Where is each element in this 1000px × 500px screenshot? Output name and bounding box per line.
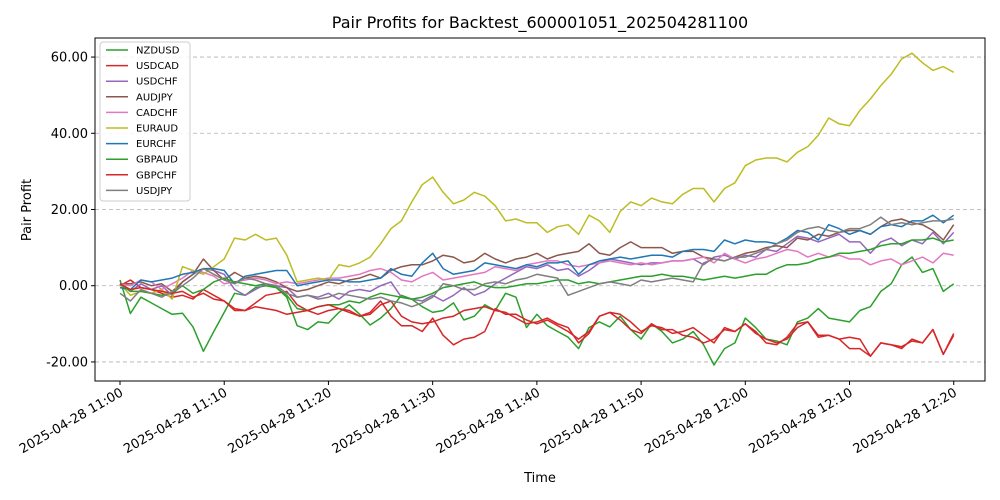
series-line-gbpaud xyxy=(119,237,954,312)
chart-title: Pair Profits for Backtest_600001051_2025… xyxy=(332,13,748,33)
legend-label-eurchf: EURCHF xyxy=(136,139,177,150)
y-axis: -20.00 0.00 20.00 40.00 60.00 xyxy=(46,51,95,370)
legend-label-cadchf: CADCHF xyxy=(136,108,178,119)
series-line-cadchf xyxy=(119,248,954,291)
legend-label-gbpchf: GBPCHF xyxy=(136,170,177,181)
legend-label-gbpaud: GBPAUD xyxy=(136,155,178,166)
y-tick-label: 0.00 xyxy=(59,279,88,294)
legend-label-nzdusd: NZDUSD xyxy=(136,46,180,57)
legend-label-usdcad: USDCAD xyxy=(136,61,179,72)
series-layer xyxy=(119,52,955,366)
y-tick-label: 40.00 xyxy=(51,127,88,142)
series-line-euraud xyxy=(119,52,955,300)
legend: NZDUSD USDCAD USDCHF AUDJPY CADCHF EURAUD EURC… xyxy=(99,41,191,202)
grid-layer xyxy=(95,56,985,363)
x-axis-label: Time xyxy=(523,471,556,486)
y-tick-label: 20.00 xyxy=(51,203,88,218)
series-line-gbpchf xyxy=(119,283,955,357)
series-line-usdjpy xyxy=(119,216,954,308)
series-line-eurchf xyxy=(119,214,955,291)
y-tick-label: -20.00 xyxy=(46,355,88,370)
y-axis-label: Pair Profit xyxy=(20,179,35,241)
y-tick-label: 60.00 xyxy=(51,51,88,66)
series-line-usdchf xyxy=(119,231,955,302)
legend-label-usdchf: USDCHF xyxy=(136,77,178,88)
legend-label-usdjpy: USDJPY xyxy=(136,186,173,197)
legend-label-euraud: EURAUD xyxy=(136,124,178,135)
legend-label-audjpy: AUDJPY xyxy=(136,92,174,103)
series-line-audjpy xyxy=(120,218,955,293)
